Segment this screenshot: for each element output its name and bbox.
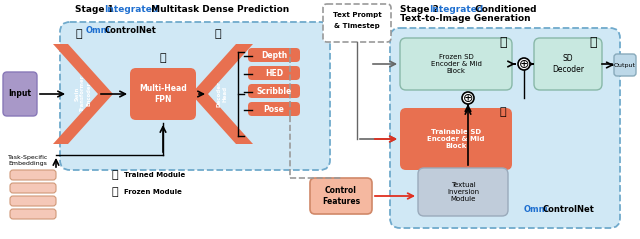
Text: Stage 2:: Stage 2: (400, 5, 445, 13)
Text: Integrated: Integrated (429, 5, 483, 13)
Text: HED: HED (265, 69, 283, 77)
Text: Conditioned: Conditioned (472, 5, 536, 13)
Text: SD
Decoder: SD Decoder (552, 54, 584, 74)
Text: 🔥: 🔥 (500, 107, 506, 117)
Circle shape (462, 92, 474, 104)
Text: 🔥: 🔥 (112, 170, 118, 180)
Text: 🔥: 🔥 (160, 53, 166, 63)
FancyBboxPatch shape (534, 38, 602, 90)
Text: ⊕: ⊕ (463, 92, 473, 104)
FancyBboxPatch shape (130, 68, 196, 120)
Text: Decoder
Head: Decoder Head (216, 81, 227, 107)
Text: Swin
Transformer
Encoder: Swin Transformer Encoder (75, 76, 92, 112)
FancyBboxPatch shape (310, 178, 372, 214)
Text: Trained Module: Trained Module (124, 172, 185, 178)
Text: Stage 1:: Stage 1: (75, 5, 120, 13)
FancyBboxPatch shape (248, 102, 300, 116)
Text: Multi-Head
FPN: Multi-Head FPN (139, 84, 187, 104)
FancyBboxPatch shape (400, 108, 512, 170)
Text: Scribble: Scribble (257, 87, 292, 96)
Text: Integrated: Integrated (104, 5, 158, 13)
FancyBboxPatch shape (10, 183, 56, 193)
Text: Frozen SD
Encoder & Mid
Block: Frozen SD Encoder & Mid Block (431, 54, 481, 74)
Text: 🔒: 🔒 (112, 187, 118, 197)
FancyBboxPatch shape (248, 66, 300, 80)
Text: Omni: Omni (524, 206, 548, 214)
FancyBboxPatch shape (390, 28, 620, 228)
FancyBboxPatch shape (3, 72, 37, 116)
Circle shape (518, 58, 530, 70)
FancyBboxPatch shape (10, 196, 56, 206)
Text: Pose: Pose (264, 104, 284, 114)
FancyBboxPatch shape (10, 170, 56, 180)
Text: Task-Specific
Embeddings: Task-Specific Embeddings (8, 155, 48, 166)
Text: Omni: Omni (86, 26, 111, 34)
FancyBboxPatch shape (418, 168, 508, 216)
Text: Input: Input (8, 89, 31, 98)
Polygon shape (191, 44, 253, 144)
Text: Text-to-Image Generation: Text-to-Image Generation (400, 13, 531, 22)
Text: Multitask Dense Prediction: Multitask Dense Prediction (148, 5, 289, 13)
Text: Output: Output (614, 63, 636, 67)
FancyBboxPatch shape (400, 38, 512, 90)
Text: ⊕: ⊕ (519, 58, 529, 71)
FancyBboxPatch shape (614, 54, 636, 76)
Text: Text Prompt: Text Prompt (333, 12, 381, 18)
Text: 🔥: 🔥 (214, 29, 221, 39)
FancyBboxPatch shape (323, 4, 391, 42)
Text: Depth: Depth (261, 50, 287, 60)
Text: Trainable SD
Encoder & Mid
Block: Trainable SD Encoder & Mid Block (428, 129, 484, 149)
Text: 🔒: 🔒 (499, 36, 507, 49)
Text: 🔥: 🔥 (76, 29, 83, 39)
Text: 🔒: 🔒 (589, 36, 596, 49)
Text: Control
Features: Control Features (322, 186, 360, 206)
Polygon shape (53, 44, 113, 144)
Text: Frozen Module: Frozen Module (124, 189, 182, 195)
FancyBboxPatch shape (248, 48, 300, 62)
FancyBboxPatch shape (10, 209, 56, 219)
FancyBboxPatch shape (248, 84, 300, 98)
Text: & Timestep: & Timestep (334, 23, 380, 29)
Text: Textual
Inversion
Module: Textual Inversion Module (447, 182, 479, 202)
FancyBboxPatch shape (60, 22, 330, 170)
Text: ControlNet: ControlNet (543, 206, 595, 214)
Text: ControlNet: ControlNet (105, 26, 157, 34)
